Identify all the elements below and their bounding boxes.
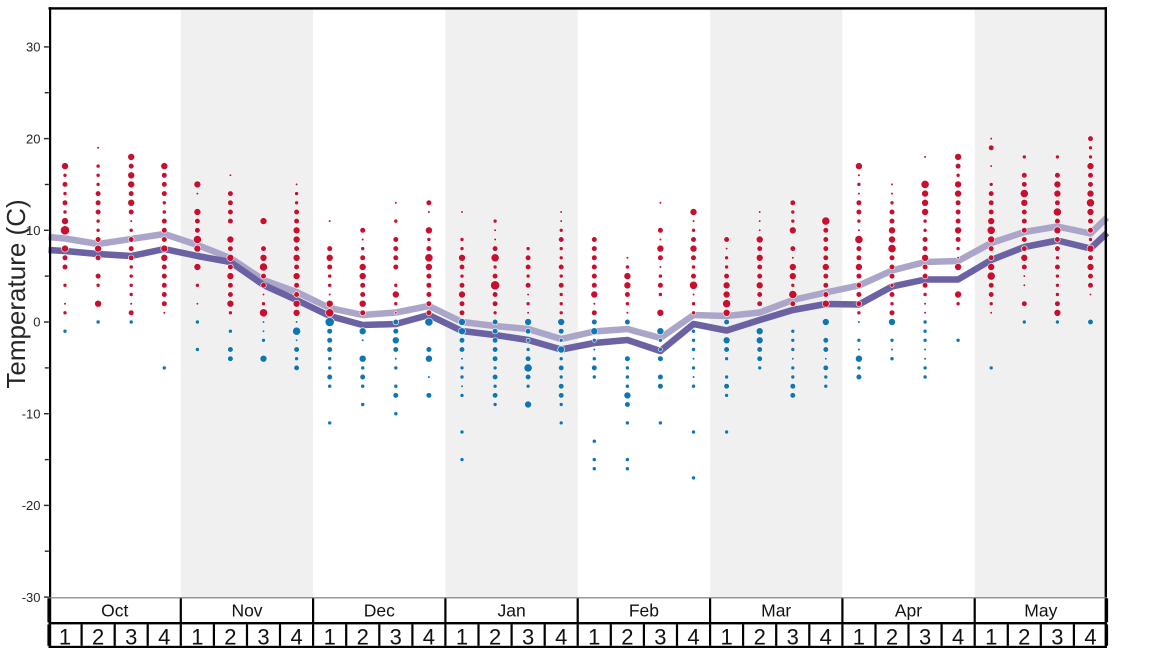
svg-text:Dec: Dec (364, 601, 395, 621)
svg-text:-30: -30 (22, 590, 41, 605)
svg-text:3: 3 (1051, 625, 1063, 648)
svg-text:1: 1 (720, 625, 732, 648)
svg-text:4: 4 (290, 625, 302, 648)
svg-text:Mar: Mar (761, 601, 791, 621)
svg-text:2: 2 (92, 625, 104, 648)
svg-text:4: 4 (555, 625, 567, 648)
svg-text:Nov: Nov (231, 601, 262, 621)
svg-text:4: 4 (952, 625, 964, 648)
svg-text:2: 2 (489, 625, 501, 648)
svg-text:3: 3 (257, 625, 269, 648)
svg-text:1: 1 (324, 625, 336, 648)
svg-text:4: 4 (158, 625, 170, 648)
svg-text:20: 20 (26, 131, 40, 146)
svg-text:2: 2 (754, 625, 766, 648)
svg-text:1: 1 (456, 625, 468, 648)
svg-text:3: 3 (390, 625, 402, 648)
svg-text:3: 3 (522, 625, 534, 648)
svg-text:0: 0 (33, 315, 40, 330)
svg-text:-10: -10 (22, 406, 41, 421)
svg-text:2: 2 (357, 625, 369, 648)
svg-text:Oct: Oct (101, 601, 128, 621)
svg-text:Feb: Feb (629, 601, 659, 621)
svg-text:Jan: Jan (497, 601, 525, 621)
svg-text:1: 1 (191, 625, 203, 648)
svg-text:-20: -20 (22, 498, 41, 513)
svg-text:10: 10 (26, 223, 40, 238)
svg-text:Apr: Apr (895, 601, 922, 621)
svg-text:3: 3 (654, 625, 666, 648)
svg-text:2: 2 (1018, 625, 1030, 648)
svg-text:3: 3 (919, 625, 931, 648)
svg-text:May: May (1024, 601, 1057, 621)
svg-text:4: 4 (820, 625, 832, 648)
svg-text:3: 3 (787, 625, 799, 648)
svg-text:2: 2 (886, 625, 898, 648)
svg-text:1: 1 (59, 625, 71, 648)
svg-text:1: 1 (853, 625, 865, 648)
svg-text:2: 2 (621, 625, 633, 648)
svg-text:2: 2 (224, 625, 236, 648)
svg-text:30: 30 (26, 40, 40, 55)
svg-text:4: 4 (687, 625, 699, 648)
svg-text:1: 1 (588, 625, 600, 648)
svg-text:1: 1 (985, 625, 997, 648)
svg-text:4: 4 (423, 625, 435, 648)
svg-text:Temperature (C): Temperature (C) (1, 199, 31, 388)
svg-text:3: 3 (125, 625, 137, 648)
svg-text:4: 4 (1084, 625, 1096, 648)
